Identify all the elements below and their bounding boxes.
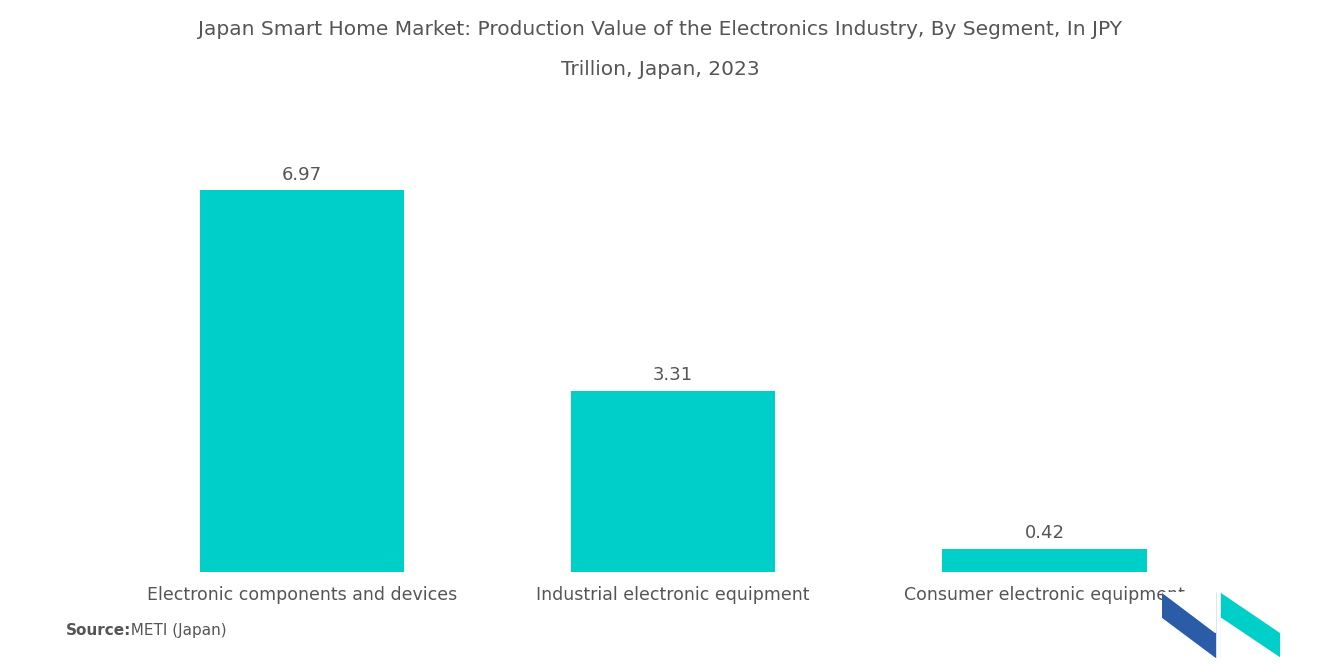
- Text: Source:: Source:: [66, 623, 132, 638]
- Polygon shape: [1162, 592, 1214, 658]
- Polygon shape: [1162, 618, 1214, 658]
- Text: 0.42: 0.42: [1024, 524, 1064, 543]
- Polygon shape: [1221, 618, 1280, 658]
- Polygon shape: [1221, 592, 1280, 658]
- Text: 3.31: 3.31: [653, 366, 693, 384]
- Text: Trillion, Japan, 2023: Trillion, Japan, 2023: [561, 60, 759, 79]
- Bar: [572, 390, 775, 572]
- Text: METI (Japan): METI (Japan): [121, 623, 227, 638]
- Polygon shape: [1221, 592, 1280, 632]
- Text: Japan Smart Home Market: Production Value of the Electronics Industry, By Segmen: Japan Smart Home Market: Production Valu…: [198, 20, 1122, 39]
- Polygon shape: [1162, 592, 1214, 632]
- Bar: [199, 190, 404, 572]
- Bar: [942, 549, 1147, 572]
- Text: 6.97: 6.97: [282, 166, 322, 184]
